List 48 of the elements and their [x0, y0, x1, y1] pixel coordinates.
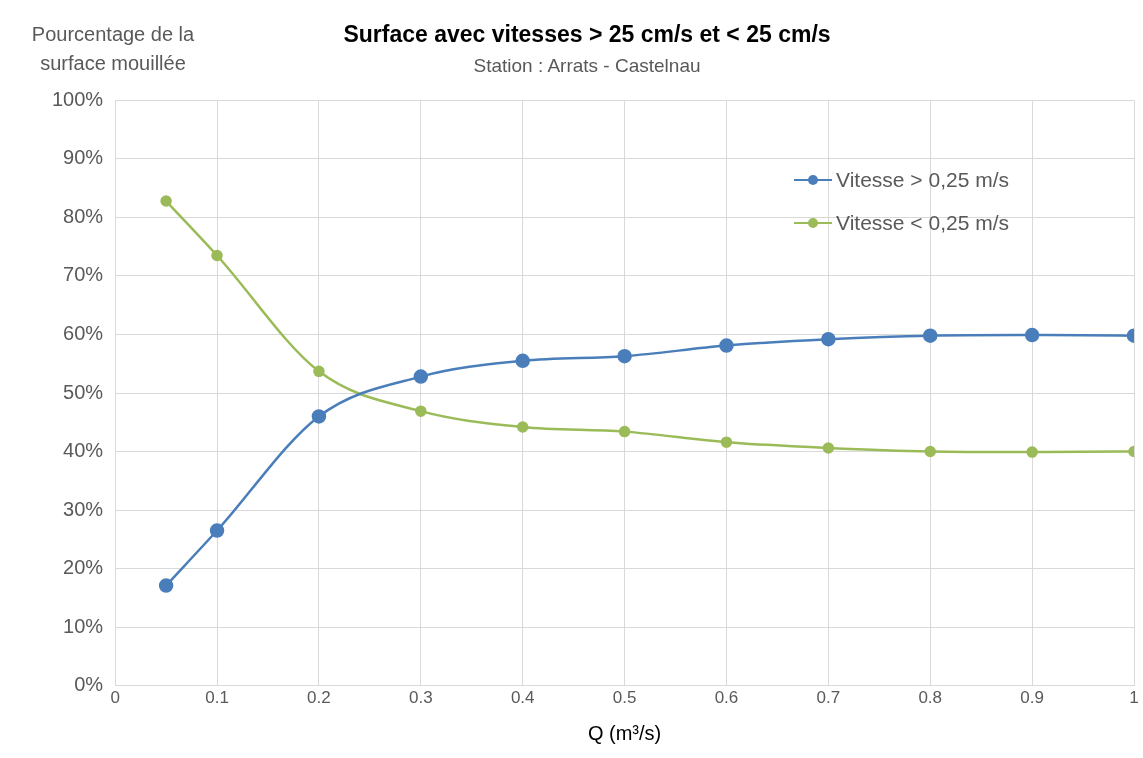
chart-title: Surface avec vitesses > 25 cm/s et < 25 cm/s	[343, 21, 831, 48]
point	[313, 365, 325, 378]
y-tick-label: 80%	[63, 204, 104, 227]
y-tick-label: 40%	[63, 439, 104, 462]
y-tick-label: 10%	[63, 614, 104, 637]
y-tick-label: 60%	[63, 322, 104, 344]
point	[516, 421, 529, 433]
point	[720, 436, 733, 448]
point	[719, 338, 734, 353]
chart-subtitle: Station : Arrats - Castelnau	[473, 55, 701, 77]
x-axis-title: Q (m³/s)	[587, 721, 662, 744]
point	[1026, 446, 1038, 458]
y-tick-label: 100%	[52, 87, 104, 110]
y-tick-label: 50%	[63, 380, 104, 403]
x-tick-label: 0.1	[205, 688, 229, 708]
point	[515, 353, 530, 369]
y-tick-label: 30%	[63, 497, 104, 520]
point	[415, 405, 427, 417]
point	[821, 331, 836, 347]
point	[924, 445, 936, 458]
x-tick-label: 1	[1129, 688, 1139, 708]
y-tick-label: 20%	[63, 556, 104, 579]
y-axis-title: Pourcentage de la surface mouillée	[30, 22, 196, 76]
x-tick-label: 0.4	[510, 688, 535, 708]
point	[211, 249, 223, 262]
point	[922, 328, 938, 343]
x-tick-label: 0.9	[1020, 688, 1044, 708]
x-tick-label: 0.8	[918, 688, 943, 708]
y-tick-label: 0%	[74, 673, 104, 696]
x-tick-label: 0.7	[816, 688, 841, 708]
x-tick-label: 0	[110, 688, 120, 708]
x-tick-label: 0.5	[612, 688, 637, 708]
point	[1024, 327, 1040, 343]
x-tick-label: 0.2	[307, 688, 331, 708]
y-tick-label: 70%	[63, 263, 104, 286]
point	[158, 578, 174, 593]
x-tick-label: 0.3	[408, 688, 433, 708]
point	[209, 523, 225, 538]
legend-label: Vitesse > 0,25 m/s	[836, 167, 1009, 192]
point	[617, 348, 632, 364]
point	[160, 195, 172, 207]
x-tick-label: 0.6	[714, 688, 739, 708]
legend-label: Vitesse < 0,25 m/s	[836, 210, 1009, 235]
point	[413, 369, 429, 384]
point	[311, 409, 327, 424]
y-tick-label: 90%	[63, 146, 104, 169]
point	[822, 442, 835, 454]
point	[618, 425, 631, 438]
